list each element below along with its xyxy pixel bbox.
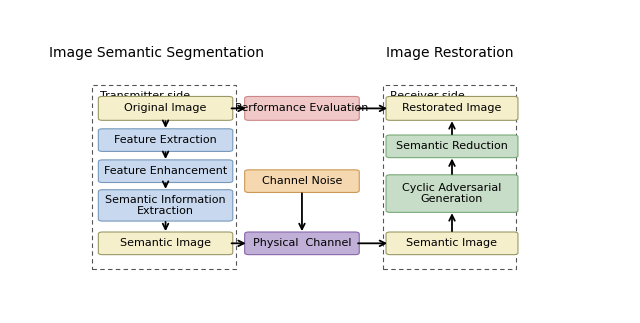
FancyBboxPatch shape: [99, 232, 233, 255]
Text: Semantic Reduction: Semantic Reduction: [396, 141, 508, 151]
FancyBboxPatch shape: [99, 129, 233, 151]
Text: Feature Enhancement: Feature Enhancement: [104, 166, 227, 176]
Text: Cyclic Adversarial
Generation: Cyclic Adversarial Generation: [403, 183, 502, 204]
FancyBboxPatch shape: [99, 160, 233, 182]
Text: Performance Evaluation: Performance Evaluation: [236, 103, 369, 113]
Text: Restorated Image: Restorated Image: [403, 103, 502, 113]
Text: Image Restoration: Image Restoration: [386, 46, 513, 60]
FancyBboxPatch shape: [386, 97, 518, 120]
Text: Receiver side: Receiver side: [390, 91, 465, 101]
FancyBboxPatch shape: [386, 232, 518, 255]
Text: Transmitter side: Transmitter side: [100, 91, 190, 101]
FancyBboxPatch shape: [386, 135, 518, 158]
Bar: [383, 85, 516, 269]
FancyBboxPatch shape: [99, 190, 233, 221]
Text: Semantic Information
Extraction: Semantic Information Extraction: [105, 194, 226, 216]
Text: Feature Extraction: Feature Extraction: [114, 135, 217, 145]
Text: Semantic Image: Semantic Image: [406, 238, 497, 248]
FancyBboxPatch shape: [99, 97, 233, 120]
Text: Image Semantic Segmentation: Image Semantic Segmentation: [49, 46, 264, 60]
FancyBboxPatch shape: [386, 175, 518, 212]
Text: Physical  Channel: Physical Channel: [253, 238, 351, 248]
FancyBboxPatch shape: [244, 170, 359, 193]
FancyBboxPatch shape: [244, 97, 359, 120]
FancyBboxPatch shape: [244, 232, 359, 255]
Bar: [92, 85, 236, 269]
Text: Semantic Image: Semantic Image: [120, 238, 211, 248]
Text: Original Image: Original Image: [124, 103, 207, 113]
Text: Channel Noise: Channel Noise: [262, 176, 342, 186]
